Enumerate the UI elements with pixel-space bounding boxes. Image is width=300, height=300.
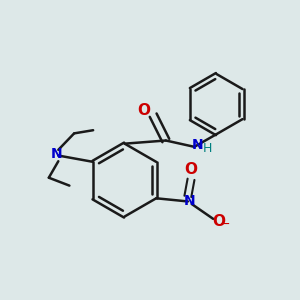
Text: H: H <box>202 142 212 155</box>
Text: O: O <box>212 214 225 229</box>
Text: N: N <box>51 147 62 161</box>
Text: N: N <box>183 194 195 208</box>
Text: O: O <box>184 162 197 177</box>
Text: N: N <box>192 138 203 152</box>
Text: O: O <box>137 103 150 118</box>
Text: −: − <box>220 218 230 231</box>
